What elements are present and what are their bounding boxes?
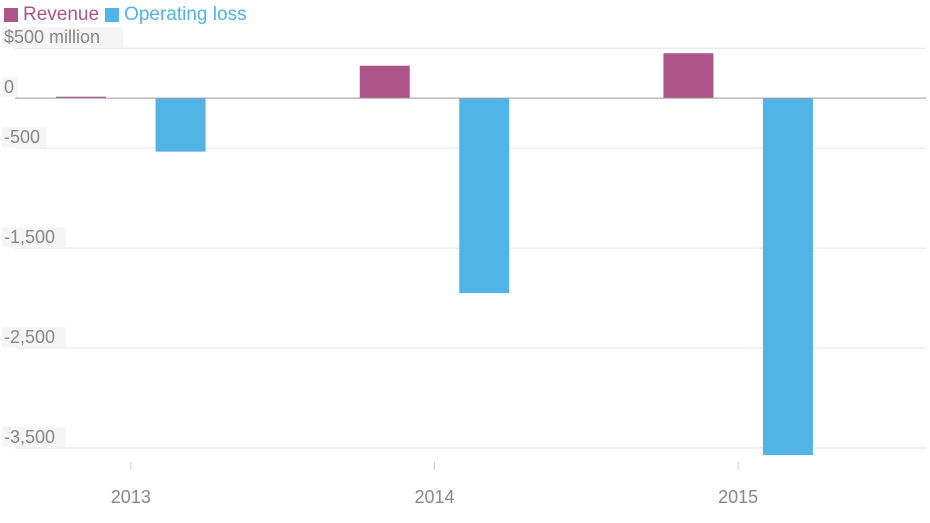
x-tick-labels: 2013 2014 2015 [111, 462, 758, 507]
legend-item-revenue: Revenue [4, 4, 99, 26]
bars [56, 53, 813, 456]
y-tick-label-bg [2, 27, 124, 48]
x-tick-label: 2014 [414, 487, 454, 507]
y-tick-label: $500 million [4, 27, 100, 47]
x-tick-label: 2015 [718, 487, 758, 507]
bar-revenue-2013 [56, 96, 107, 99]
y-tick-label-bg [2, 77, 18, 98]
x-tick-label: 2013 [111, 487, 151, 507]
y-tick-label-bg [2, 427, 66, 448]
legend-label-operating-loss: Operating loss [124, 4, 247, 25]
y-tick-label: -1,500 [4, 227, 55, 247]
legend-swatch-operating-loss [105, 8, 120, 22]
y-tick-label: 0 [4, 77, 14, 97]
bar-operating-loss-2015 [762, 98, 813, 456]
y-tick-label-bg [2, 227, 66, 248]
legend-swatch-revenue [4, 8, 18, 22]
y-tick-label: -2,500 [4, 327, 55, 347]
y-tick-label-bg [2, 327, 66, 348]
y-tick-label: -3,500 [4, 427, 55, 447]
bar-revenue-2015 [663, 53, 714, 99]
legend-label-revenue: Revenue [23, 4, 100, 25]
legend-item-operating-loss: Operating loss [105, 4, 247, 26]
y-tick-label-bg [2, 127, 47, 148]
y-tick-labels: $500 million 0 -500 -1,500 -2,500 -3,500 [2, 27, 124, 448]
y-tick-label: -500 [4, 127, 40, 147]
bar-revenue-2014 [359, 65, 410, 99]
bar-operating-loss-2013 [155, 98, 206, 152]
bar-operating-loss-2014 [459, 98, 510, 294]
legend: Revenue Operating loss [4, 4, 247, 26]
